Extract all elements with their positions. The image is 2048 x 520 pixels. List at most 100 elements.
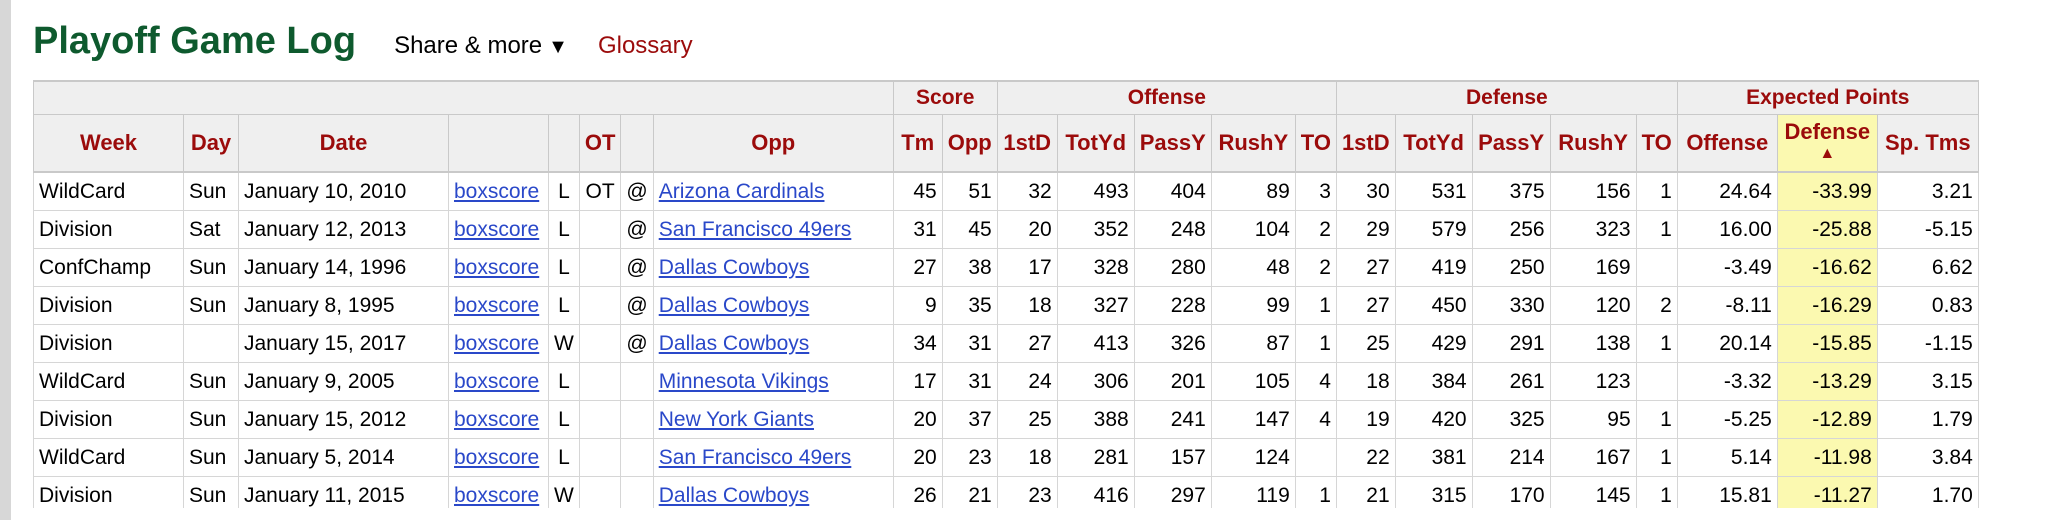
off-passy-cell: 201	[1133, 362, 1212, 401]
boxscore-cell: boxscore	[448, 248, 549, 287]
opponent-link[interactable]: New York Giants	[658, 407, 814, 431]
col-def-to[interactable]: TO	[1635, 114, 1678, 173]
col-ep-offense[interactable]: Offense	[1676, 114, 1778, 173]
col-date[interactable]: Date	[238, 114, 449, 173]
opponent-link[interactable]: Dallas Cowboys	[658, 331, 810, 355]
off-1std-cell: 18	[996, 438, 1058, 477]
ep-defense-cell: -13.29	[1776, 362, 1878, 401]
score-opp-cell: 35	[941, 286, 998, 325]
col-def-rushy[interactable]: RushY	[1549, 114, 1637, 173]
def-totyd-cell: 429	[1394, 324, 1473, 363]
col-ot[interactable]: OT	[578, 114, 622, 173]
col-def-totyd[interactable]: TotYd	[1394, 114, 1473, 173]
location-cell: @	[620, 324, 654, 363]
def-1std-cell: 29	[1335, 210, 1396, 249]
col-location[interactable]	[620, 114, 654, 173]
def-1std-cell: 19	[1335, 400, 1396, 439]
table-row: Division Sun January 15, 2012 boxscore L New …	[33, 400, 1979, 439]
ep-sp-tms-cell: 3.21	[1876, 171, 1979, 211]
col-off-totyd[interactable]: TotYd	[1056, 114, 1135, 173]
off-totyd-cell: 388	[1056, 400, 1135, 439]
location-cell	[620, 438, 654, 477]
date-cell: January 14, 1996	[238, 248, 449, 287]
col-week[interactable]: Week	[33, 114, 184, 173]
ep-sp-tms-cell: 0.83	[1876, 286, 1979, 325]
boxscore-link[interactable]: boxscore	[454, 483, 540, 507]
opponent-link[interactable]: San Francisco 49ers	[658, 217, 852, 241]
opponent-link[interactable]: Dallas Cowboys	[658, 483, 810, 507]
ot-cell	[578, 400, 622, 439]
day-cell: Sat	[183, 210, 239, 249]
def-totyd-cell: 579	[1394, 210, 1473, 249]
opponent-link[interactable]: Minnesota Vikings	[658, 369, 829, 393]
def-passy-cell: 291	[1471, 324, 1551, 363]
week-cell: WildCard	[33, 438, 184, 477]
col-def-1std[interactable]: 1stD	[1335, 114, 1396, 173]
opponent-cell: Dallas Cowboys	[652, 286, 894, 325]
off-passy-cell: 157	[1133, 438, 1212, 477]
off-totyd-cell: 281	[1056, 438, 1135, 477]
boxscore-link[interactable]: boxscore	[454, 293, 540, 317]
ep-defense-cell: -12.89	[1776, 400, 1878, 439]
ep-defense-cell: -16.62	[1776, 248, 1878, 287]
boxscore-cell: boxscore	[448, 286, 549, 325]
location-cell	[620, 400, 654, 439]
result-cell: L	[548, 438, 580, 477]
opponent-link[interactable]: Dallas Cowboys	[658, 255, 810, 279]
boxscore-link[interactable]: boxscore	[454, 255, 540, 279]
viewport-bottom-edge	[33, 508, 2003, 520]
col-off-passy[interactable]: PassY	[1133, 114, 1212, 173]
ep-defense-cell: -11.98	[1776, 438, 1878, 477]
boxscore-link[interactable]: boxscore	[454, 369, 540, 393]
col-result[interactable]	[548, 114, 580, 173]
off-totyd-cell: 306	[1056, 362, 1135, 401]
date-cell: January 15, 2012	[238, 400, 449, 439]
col-off-to[interactable]: TO	[1294, 114, 1337, 173]
off-1std-cell: 32	[996, 171, 1058, 211]
def-1std-cell: 30	[1335, 171, 1396, 211]
day-cell: Sun	[183, 438, 239, 477]
boxscore-link[interactable]: boxscore	[454, 217, 540, 241]
def-rushy-cell: 95	[1549, 400, 1637, 439]
score-opp-cell: 31	[941, 324, 998, 363]
ep-sp-tms-cell: 3.15	[1876, 362, 1979, 401]
share-more-button[interactable]: Share & more ▼	[394, 32, 568, 60]
off-totyd-cell: 327	[1056, 286, 1135, 325]
boxscore-link[interactable]: boxscore	[454, 445, 540, 469]
opponent-cell: Dallas Cowboys	[652, 248, 894, 287]
col-ep-sp-tms[interactable]: Sp. Tms	[1876, 114, 1979, 173]
col-score-opp[interactable]: Opp	[941, 114, 998, 173]
off-totyd-cell: 328	[1056, 248, 1135, 287]
boxscore-link[interactable]: boxscore	[454, 407, 540, 431]
off-rushy-cell: 105	[1210, 362, 1296, 401]
boxscore-link[interactable]: boxscore	[454, 179, 540, 203]
col-opp[interactable]: Opp	[652, 114, 894, 173]
off-passy-cell: 280	[1133, 248, 1212, 287]
col-score-tm[interactable]: Tm	[892, 114, 943, 173]
off-1std-cell: 27	[996, 324, 1058, 363]
date-cell: January 12, 2013	[238, 210, 449, 249]
col-boxscore[interactable]	[448, 114, 549, 173]
date-cell: January 9, 2005	[238, 362, 449, 401]
opponent-link[interactable]: Dallas Cowboys	[658, 293, 810, 317]
score-opp-cell: 45	[941, 210, 998, 249]
date-cell: January 15, 2017	[238, 324, 449, 363]
col-off-1std[interactable]: 1stD	[996, 114, 1058, 173]
ep-defense-cell: -25.88	[1776, 210, 1878, 249]
col-def-passy[interactable]: PassY	[1471, 114, 1551, 173]
def-to-cell	[1635, 362, 1678, 401]
glossary-link[interactable]: Glossary	[597, 32, 693, 59]
def-passy-cell: 325	[1471, 400, 1551, 439]
opponent-cell: Minnesota Vikings	[652, 362, 894, 401]
off-totyd-cell: 493	[1056, 171, 1135, 211]
col-off-rushy[interactable]: RushY	[1210, 114, 1296, 173]
def-rushy-cell: 123	[1549, 362, 1637, 401]
col-ep-defense[interactable]: Defense ▲	[1776, 114, 1878, 173]
boxscore-link[interactable]: boxscore	[454, 331, 540, 355]
opponent-link[interactable]: San Francisco 49ers	[658, 445, 852, 469]
score-opp-cell: 31	[941, 362, 998, 401]
score-opp-cell: 37	[941, 400, 998, 439]
boxscore-cell: boxscore	[448, 362, 549, 401]
opponent-link[interactable]: Arizona Cardinals	[658, 179, 825, 203]
col-day[interactable]: Day	[183, 114, 239, 173]
